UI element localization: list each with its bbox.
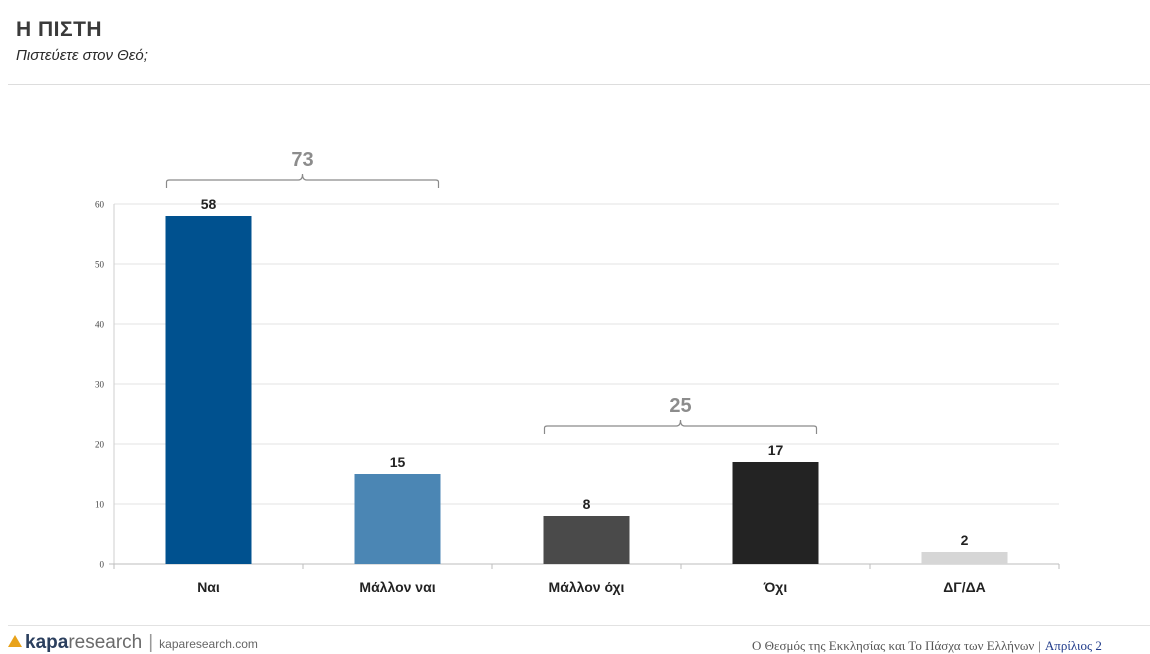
group-brace [543, 419, 818, 434]
group-total-label: 73 [291, 149, 313, 171]
logo-text-bold: kapa [25, 632, 69, 653]
logo-separator: | [148, 632, 154, 653]
bar-value-label: 58 [201, 196, 217, 212]
chart-title: Η ΠΙΣΤΗ [16, 18, 103, 41]
bar [732, 462, 819, 564]
group-brace [165, 173, 440, 188]
footer-caption-separator: | [1038, 638, 1041, 653]
bar [354, 474, 441, 564]
y-tick-label: 50 [95, 260, 105, 270]
x-category-label: ΔΓ/ΔΑ [943, 579, 986, 595]
bar [165, 216, 252, 564]
y-tick-label: 10 [95, 500, 105, 510]
y-tick-label: 0 [100, 560, 105, 570]
y-tick-label: 40 [95, 320, 105, 330]
bar [921, 552, 1008, 564]
x-category-label: Ναι [197, 579, 220, 595]
header-divider [8, 84, 1150, 85]
footer-url: kaparesearch.com [159, 637, 258, 651]
footer-caption: Ο Θεσμός της Εκκλησίας και Το Πάσχα των … [752, 638, 1102, 654]
y-tick-label: 30 [95, 380, 105, 390]
x-category-label: Όχι [763, 579, 788, 595]
bar-chart: 0 10 20 30 40 50 60 58 Ναι 15 Μάλλον ναι 8 Μάλλον όχ… [95, 149, 1060, 595]
group-total-label: 25 [669, 395, 691, 417]
x-category-label: Μάλλον ναι [359, 579, 435, 595]
logo-mark-icon [8, 635, 22, 647]
y-tick-label: 20 [95, 440, 105, 450]
x-category-label: Μάλλον όχι [549, 579, 625, 595]
bar-value-label: 2 [961, 532, 969, 548]
logo-text-light: research [68, 632, 143, 653]
y-tick-label: 60 [95, 200, 105, 210]
bar-value-label: 17 [768, 442, 784, 458]
bar-value-label: 15 [390, 454, 406, 470]
chart-subtitle: Πιστεύετε στον Θεό; [16, 47, 148, 64]
bar-value-label: 8 [583, 496, 591, 512]
kapa-research-logo: kaparesearch | kaparesearch.com [8, 632, 258, 654]
footer-date: Απρίλιος 2 [1044, 638, 1102, 653]
footer-caption-text: Ο Θεσμός της Εκκλησίας και Το Πάσχα των … [752, 638, 1035, 653]
footer-divider [8, 625, 1150, 626]
bar [543, 516, 630, 564]
